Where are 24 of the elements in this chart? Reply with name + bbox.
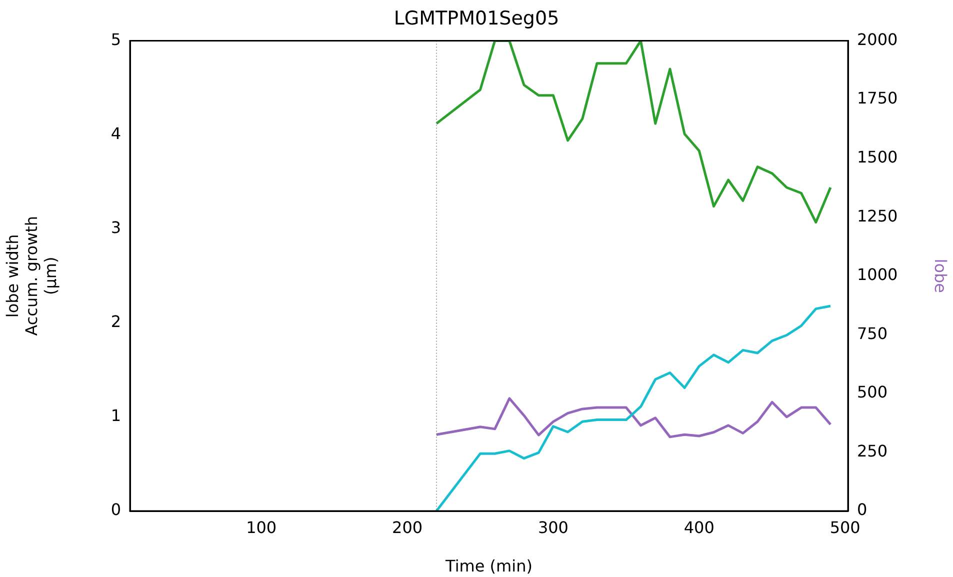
y2-tick-label: 1250: [857, 206, 898, 226]
y-tick-label: 1: [110, 406, 121, 426]
y2-tick-label: 1500: [857, 148, 898, 167]
chart-title: LGMTPM01Seg05: [394, 7, 560, 30]
x-tick-label: 300: [538, 518, 568, 537]
y-tick-label: 0: [110, 500, 121, 520]
y2-axis-title: lobe: [931, 258, 950, 294]
y2-tick-label: 750: [857, 324, 888, 343]
y2-tick-label: 0: [857, 500, 868, 520]
y-tick-label: 3: [110, 218, 121, 238]
y-tick-label: 2: [110, 312, 121, 332]
x-tick-label: 200: [392, 518, 423, 537]
y-tick-label: 4: [110, 124, 121, 143]
x-tick-label: 400: [684, 518, 714, 537]
y2-tick-label: 1000: [857, 265, 898, 284]
y2-tick-label: 250: [857, 441, 888, 460]
x-axis-title: Time (min): [444, 556, 532, 576]
y-axis-title: lobe width Accum. growth (µm): [2, 216, 60, 336]
x-tick-label: 500: [830, 518, 860, 537]
y2-tick-label: 1750: [857, 88, 898, 108]
x-tick-label: 100: [246, 518, 277, 537]
y-tick-label: 5: [110, 30, 121, 49]
y2-tick-label: 500: [857, 382, 888, 402]
y2-tick-label: 2000: [857, 30, 898, 49]
